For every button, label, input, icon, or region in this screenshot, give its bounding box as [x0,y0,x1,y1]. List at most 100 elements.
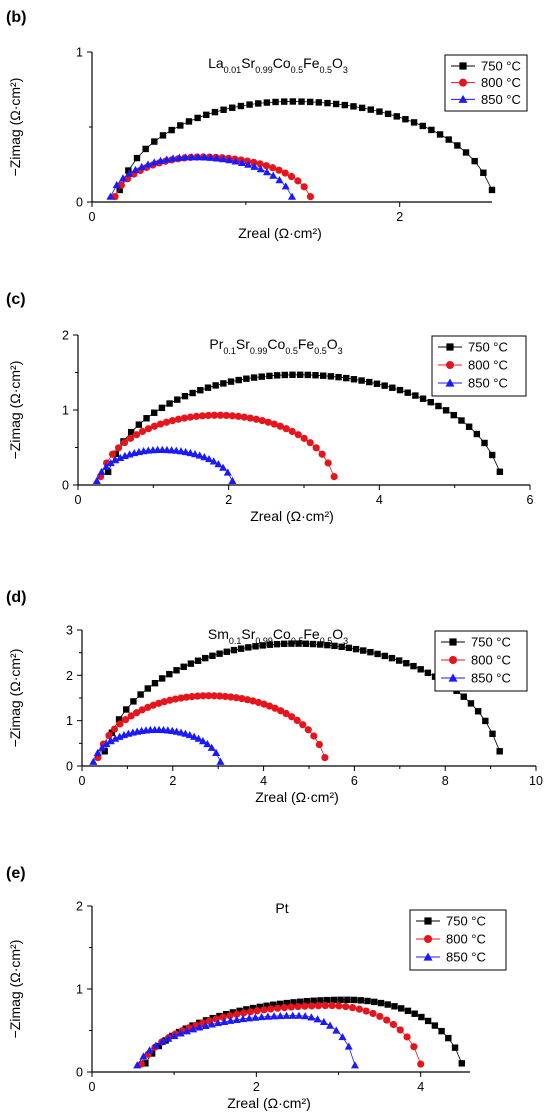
data-point [404,1007,412,1015]
data-point [195,451,204,459]
data-point [256,1003,264,1011]
data-point [223,648,230,655]
data-point [227,378,235,385]
data-point [210,692,218,700]
data-point [300,434,308,442]
data-point [281,371,288,379]
data-point [384,110,392,118]
data-point [489,730,496,738]
data-point [229,1009,237,1016]
data-point [270,1012,279,1020]
data-point [364,997,371,1005]
title-segment: Fe [303,626,320,642]
legend-marker [458,94,468,103]
data-point [376,1012,384,1021]
data-point [219,463,228,471]
data-point [175,153,184,161]
data-point [120,439,129,447]
data-point [121,716,130,724]
data-point [102,739,111,748]
data-point [216,650,223,657]
data-point [221,692,229,701]
data-point [186,413,195,421]
data-point [111,456,120,464]
data-point [232,1015,241,1023]
data-point [352,645,360,653]
title-segment: Fe [298,336,315,352]
data-point [427,398,434,406]
data-point [257,1012,266,1021]
data-point [275,176,284,184]
data-point [436,131,444,138]
legend-label: 850 °C [468,376,508,391]
chart-panel: (b) 0 2 0 1 Zreal (Ω·cm²) −Zimag (Ω·cm²) La0.01… [6,9,528,241]
title-segment: Sr [241,626,255,642]
data-point [249,697,257,705]
data-point [269,164,277,172]
data-point [116,186,123,194]
data-point [321,753,329,762]
x-tick-label: 0 [89,1080,96,1094]
data-point [358,104,366,112]
data-point [342,1002,350,1011]
data-point [214,1018,223,1027]
title-segment: O [332,626,343,642]
data-point [105,731,113,740]
data-point [135,421,143,428]
data-point [451,1044,459,1051]
data-point [219,155,228,163]
data-point [298,98,305,105]
data-point [180,663,187,670]
data-point [133,709,141,717]
data-point [151,679,159,687]
chart-title: Pt [275,900,288,916]
data-point [166,400,173,407]
x-tick-label: 4 [417,1080,424,1094]
x-tick-label: 2 [396,210,403,224]
data-point [273,372,281,379]
data-point [412,392,419,399]
data-point [181,153,190,161]
data-point [159,132,167,139]
data-point [243,696,251,704]
data-point [450,411,457,419]
data-point [419,395,427,402]
data-point [411,1010,418,1017]
data-point [324,99,331,107]
data-point [112,180,121,189]
data-point [338,1032,347,1041]
data-point [205,454,214,463]
data-point [276,422,284,430]
data-point [239,1009,248,1017]
data-point [310,997,317,1004]
title-subscript: 0.01 [224,65,242,75]
data-point [203,111,210,119]
data-point [309,640,317,648]
data-point [205,692,213,700]
data-point [252,415,260,423]
data-point [307,1013,316,1021]
data-point [266,372,273,380]
legend-label: 750 °C [471,635,511,650]
data-point [132,431,141,439]
data-point [143,415,150,422]
data-point [194,657,202,664]
series-group [92,445,237,484]
data-point [106,458,115,467]
data-point [306,439,314,447]
data-point [424,1017,432,1025]
data-point [209,1014,216,1022]
data-point [473,430,481,438]
data-point [323,996,331,1004]
x-tick-label: 0 [89,210,96,224]
data-point [319,1017,328,1026]
data-point [162,155,171,163]
data-point [237,645,245,652]
title-subscript: 0.99 [255,65,273,75]
data-point [474,708,482,715]
data-point [320,372,327,379]
data-point [230,646,238,654]
data-point [245,644,252,651]
title-segment: Sr [241,55,255,71]
